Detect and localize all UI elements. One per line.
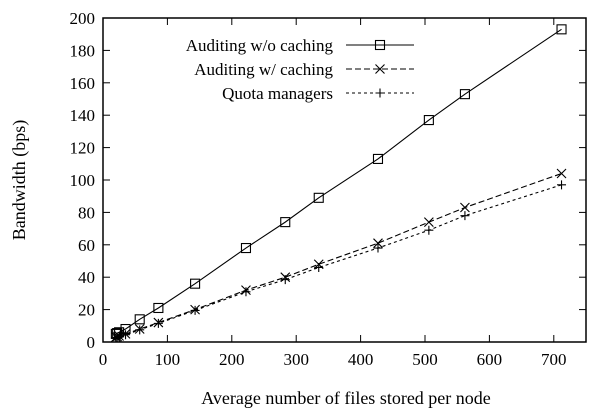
series-line — [115, 173, 562, 338]
plot-frame — [102, 17, 587, 343]
square-marker — [313, 192, 324, 203]
legend-x-marker — [375, 64, 385, 74]
series-line — [115, 28, 562, 335]
y-tick-label: 140 — [70, 106, 96, 125]
x-tick-label: 300 — [283, 350, 309, 369]
y-tick-label: 40 — [78, 268, 95, 287]
plus-marker — [373, 243, 383, 253]
plus-marker — [557, 180, 567, 190]
x-tick-label: 200 — [219, 350, 245, 369]
x-axis-label: Average number of files stored per node — [201, 388, 491, 408]
series-3 — [111, 180, 567, 343]
x-marker — [373, 238, 383, 249]
legend-label-auditing-with-caching: Auditing w/ caching — [194, 60, 333, 79]
plus-marker — [460, 211, 470, 221]
square-marker — [423, 115, 434, 126]
y-tick-label: 120 — [70, 139, 96, 158]
square-marker — [240, 242, 252, 254]
square-marker — [134, 314, 145, 325]
plus-marker — [135, 325, 145, 335]
x-tick-label: 100 — [155, 350, 181, 369]
x-tick-label: 600 — [477, 350, 503, 369]
plus-marker — [114, 332, 124, 342]
y-tick-label: 60 — [78, 236, 95, 255]
legend: Auditing w/o caching Auditing w/ caching… — [186, 36, 414, 103]
plus-marker — [153, 318, 163, 328]
plus-marker — [121, 330, 131, 340]
x-marker — [556, 168, 567, 179]
x-tick-label: 400 — [348, 350, 374, 369]
plus-marker — [112, 332, 122, 342]
x-tick-label: 700 — [541, 350, 567, 369]
y-tick-label: 180 — [70, 41, 96, 60]
y-tick-label: 200 — [70, 9, 96, 28]
x-marker — [423, 217, 434, 228]
legend-label-quota-managers: Quota managers — [222, 84, 333, 103]
legend-square-marker — [374, 39, 386, 51]
y-tick-label: 20 — [78, 301, 95, 320]
square-marker — [556, 24, 567, 35]
plus-marker — [424, 225, 434, 235]
square-marker — [280, 217, 291, 228]
square-marker — [190, 278, 201, 289]
x-tick-label: 500 — [412, 350, 438, 369]
series-layer — [110, 24, 567, 343]
axis-ticks: 0 100 200 300 400 500 600 700 0 20 40 60 80 100 120 140… — [70, 9, 586, 369]
y-tick-label: 0 — [87, 333, 96, 352]
plus-marker — [241, 287, 251, 297]
square-marker — [153, 302, 164, 314]
y-tick-label: 80 — [78, 203, 95, 222]
x-marker — [460, 202, 470, 213]
legend-label-auditing-without-caching: Auditing w/o caching — [186, 36, 334, 55]
legend-samples — [346, 39, 414, 98]
plus-marker — [190, 305, 200, 315]
square-marker — [459, 89, 470, 100]
y-axis-label: Bandwidth (bps) — [9, 120, 30, 241]
legend-plus-marker — [375, 88, 385, 98]
series-line — [115, 184, 562, 339]
square-marker — [372, 153, 384, 164]
plus-marker — [314, 262, 324, 272]
y-tick-label: 160 — [70, 74, 96, 93]
y-tick-label: 100 — [70, 171, 96, 190]
plus-marker — [280, 275, 290, 285]
series-1 — [110, 24, 567, 339]
x-tick-label: 0 — [99, 350, 108, 369]
